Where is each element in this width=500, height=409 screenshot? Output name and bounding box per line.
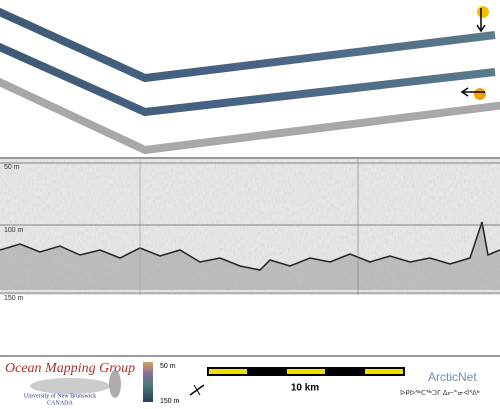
color-scale-label: 50 m — [160, 363, 176, 370]
color-scale — [143, 362, 153, 402]
swath-line — [0, 42, 496, 117]
partner-syllabics: ᐅᑭᐅᖅᑕᖅᑐᒥ ᐃᓕᓐᓂᐊᕐᕕᒃ — [400, 389, 480, 397]
north-arrow — [189, 384, 205, 396]
profile-panel: 50 m 100 m 150 m — [0, 159, 500, 302]
depth-label: 50 m — [4, 164, 20, 171]
swath-panel — [0, 0, 500, 159]
scale-label: 10 km — [291, 383, 319, 394]
swath-line — [0, 7, 496, 83]
sun-icon — [460, 87, 486, 100]
partner-name: ArcticNet — [428, 370, 477, 384]
sun-icon — [476, 6, 489, 33]
seabed-line — [0, 221, 500, 271]
seabed-return — [0, 222, 500, 290]
depth-label: 150 m — [4, 295, 24, 302]
footer: Ocean Mapping Group University of New Br… — [0, 355, 500, 406]
color-scale-label: 150 m — [160, 398, 180, 405]
logo-country: CANADA — [47, 400, 73, 406]
swath-line — [0, 77, 500, 155]
scale-bar — [207, 367, 405, 376]
logo-university: University of New Brunswick — [24, 392, 96, 399]
logo-title: Ocean Mapping Group — [5, 361, 135, 376]
depth-label: 100 m — [4, 227, 24, 234]
